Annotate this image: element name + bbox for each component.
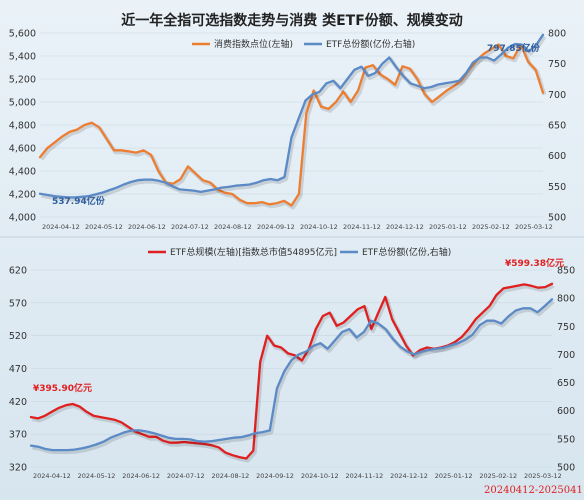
y-right-tick-label: 650 [557, 378, 575, 389]
legend-label-etf-shares: ETF总份额(亿份,右轴) [326, 38, 415, 50]
bottom-legend: ETF总规模(左轴)[指数总市值54895亿元] ETF总份额(亿份,右轴) [148, 246, 451, 258]
series-line-shadow [39, 44, 547, 210]
x-tick-label: 2024-05-12 [78, 472, 116, 480]
x-tick-label: 2024-09-12 [256, 472, 294, 480]
legend-label-etf-shares-bottom: ETF总份额(亿份,右轴) [362, 246, 451, 258]
y-right-tick-label: 500 [548, 213, 566, 224]
y-right-tick-label: 500 [557, 463, 575, 474]
y-left-tick-label: 5,600 [9, 29, 36, 40]
y-right-tick-label: 550 [557, 434, 575, 445]
y-right-tick-label: 550 [548, 182, 566, 193]
y-left-tick-label: 320 [9, 463, 27, 474]
x-tick-label: 2024-12-12 [386, 223, 424, 231]
date-range-label: 20240412-20250411 [484, 485, 584, 496]
x-tick-label: 2024-10-12 [301, 472, 339, 480]
x-tick-label: 2024-05-12 [85, 223, 123, 231]
legend-label-etf-scale: ETF总规模(左轴)[指数总市值54895亿元] [170, 246, 337, 258]
x-tick-label: 2024-07-12 [167, 472, 205, 480]
annotation-end-scale: ¥599.38亿元 [505, 257, 564, 269]
x-tick-label: 2025-02-12 [479, 472, 517, 480]
x-tick-label: 2025-01-12 [429, 223, 467, 231]
series-line-top-1 [38, 33, 545, 199]
x-tick-label: 2024-06-12 [128, 223, 166, 231]
x-tick-label: 2024-09-12 [257, 223, 295, 231]
x-tick-label: 2024-12-12 [390, 472, 428, 480]
y-right-tick-label: 600 [548, 151, 566, 162]
x-tick-label: 2025-03-12 [524, 472, 562, 480]
legend-label-consumer-index: 消费指数点位(左轴) [214, 38, 293, 50]
y-left-tick-label: 4,600 [9, 144, 36, 155]
x-tick-label: 2024-06-12 [122, 472, 160, 480]
x-tick-label: 2024-11-12 [345, 472, 383, 480]
top-plot: 4,000 4,200 4,400 4,600 4,800 5,000 5,200 5,400… [9, 29, 566, 232]
x-tick-label: 2024-11-12 [343, 223, 381, 231]
y-right-tick-label: 850 [557, 266, 575, 277]
annotation-start-shares: 537.94亿份 [52, 195, 106, 207]
y-right-tick-label: 700 [557, 350, 575, 361]
y-left-tick-label: 4,800 [9, 121, 36, 132]
x-tick-label: 2024-04-12 [42, 223, 80, 231]
x-tick-label: 2024-07-12 [171, 223, 209, 231]
y-left-tick-label: 4,000 [9, 213, 36, 224]
y-left-tick-label: 570 [9, 298, 27, 309]
chart-title: 近一年全指可选指数走势与消费 类ETF份额、规模变动 [121, 12, 463, 29]
y-left-tick-label: 470 [9, 364, 27, 375]
y-right-tick-label: 750 [557, 322, 575, 333]
series-line-shadow [32, 299, 555, 455]
y-left-tick-label: 520 [9, 331, 27, 342]
x-tick-label: 2025-01-12 [435, 472, 473, 480]
series-line-bottom-0 [29, 282, 554, 460]
y-left-tick-label: 5,200 [9, 75, 36, 86]
annotation-start-scale: ¥395.90亿元 [33, 382, 92, 394]
y-left-tick-label: 4,400 [9, 167, 36, 178]
y-right-tick-label: 700 [548, 90, 566, 101]
y-left-tick-label: 4,200 [9, 190, 36, 201]
y-left-tick-label: 370 [9, 430, 27, 441]
x-tick-label: 2024-08-12 [212, 472, 250, 480]
x-tick-label: 2024-08-12 [214, 223, 252, 231]
x-tick-label: 2025-02-12 [472, 223, 510, 231]
y-left-tick-label: 5,000 [9, 98, 36, 109]
y-right-tick-label: 600 [557, 406, 575, 417]
y-right-tick-label: 800 [548, 29, 566, 40]
series-line-shadow [41, 35, 547, 202]
y-right-tick-label: 800 [557, 294, 575, 305]
y-right-tick-label: 650 [548, 121, 566, 132]
y-left-tick-label: 420 [9, 397, 27, 408]
series-line-top-0 [38, 43, 545, 207]
annotation-end-shares: 797.85亿份 [487, 42, 541, 54]
x-tick-label: 2025-03-12 [515, 223, 553, 231]
x-tick-label: 2024-10-12 [300, 223, 338, 231]
y-right-tick-label: 750 [548, 59, 566, 70]
top-legend: 消费指数点位(左轴) ETF总份额(亿份,右轴) [192, 38, 415, 50]
x-tick-label: 2024-04-12 [33, 472, 71, 480]
y-left-tick-label: 5,400 [9, 52, 36, 63]
y-left-tick-label: 620 [9, 266, 27, 277]
series-line-bottom-1 [29, 298, 554, 452]
series-line-shadow [32, 283, 555, 463]
bottom-plot: 320 370 420 470 520 570 620 500 550 600 650 700 750 8… [9, 266, 575, 481]
